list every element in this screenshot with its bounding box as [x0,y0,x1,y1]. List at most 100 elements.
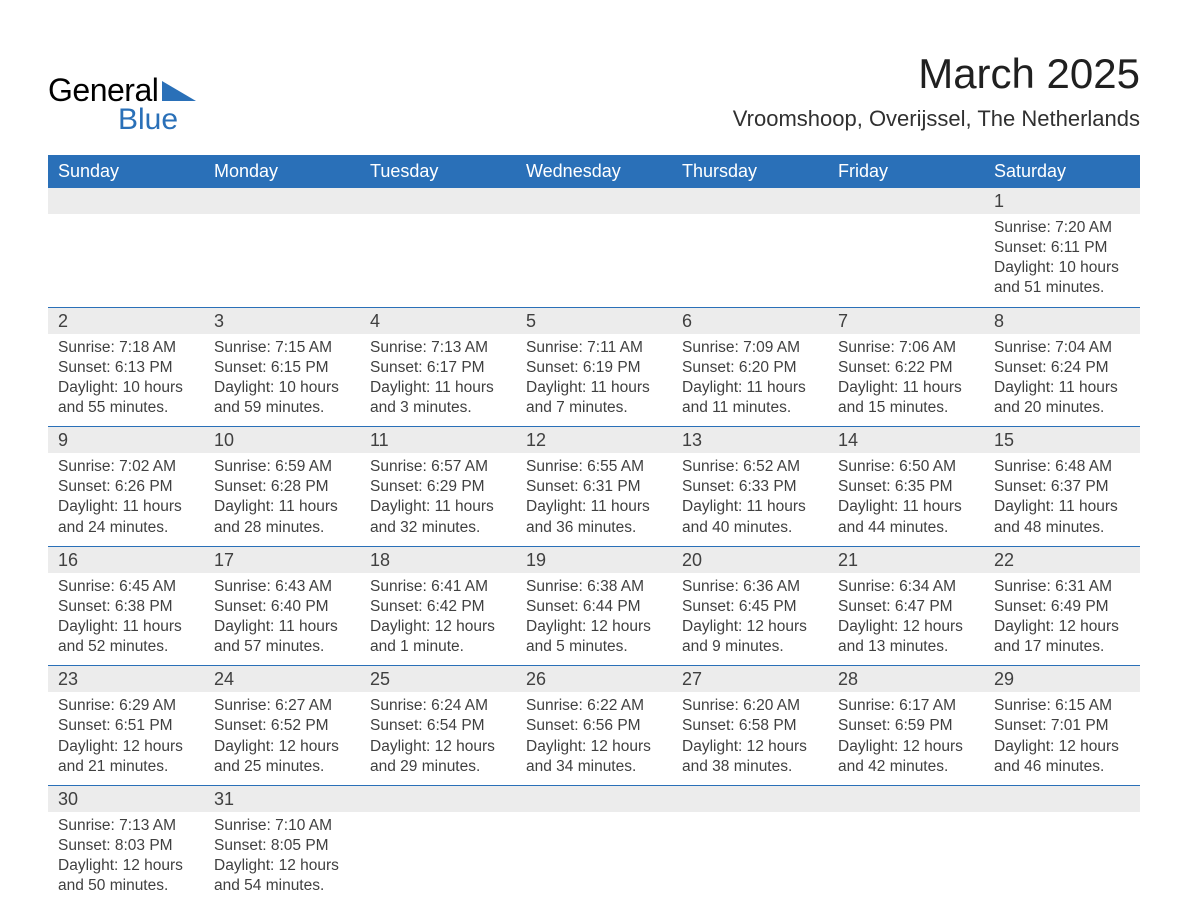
day-number-cell: 23 [48,666,204,693]
day-detail-cell [984,812,1140,905]
sunset-text: Sunset: 8:05 PM [214,836,350,856]
sunrise-text: Sunrise: 6:45 AM [58,577,194,597]
sunrise-text: Sunrise: 6:34 AM [838,577,974,597]
sunset-text: Sunset: 6:15 PM [214,358,350,378]
day-detail-cell: Sunrise: 7:06 AMSunset: 6:22 PMDaylight:… [828,334,984,427]
day-number-row: 9101112131415 [48,427,1140,454]
day-number-cell: 31 [204,785,360,812]
day-detail-cell [828,214,984,307]
daylight-text: Daylight: 12 hours [526,617,662,637]
day-number-cell: 21 [828,546,984,573]
day-number-cell: 25 [360,666,516,693]
daylight-text: and 32 minutes. [370,518,506,538]
weekday-header: Monday [204,155,360,188]
day-detail-cell: Sunrise: 7:02 AMSunset: 6:26 PMDaylight:… [48,453,204,546]
daylight-text: and 9 minutes. [682,637,818,657]
logo-triangle-icon [162,79,196,101]
day-detail-row: Sunrise: 7:20 AMSunset: 6:11 PMDaylight:… [48,214,1140,307]
sunrise-text: Sunrise: 7:11 AM [526,338,662,358]
daylight-text: Daylight: 12 hours [994,737,1130,757]
day-detail-cell: Sunrise: 6:38 AMSunset: 6:44 PMDaylight:… [516,573,672,666]
sunset-text: Sunset: 6:13 PM [58,358,194,378]
day-detail-row: Sunrise: 6:29 AMSunset: 6:51 PMDaylight:… [48,692,1140,785]
day-number-cell [828,188,984,214]
sunrise-text: Sunrise: 6:50 AM [838,457,974,477]
daylight-text: and 25 minutes. [214,757,350,777]
day-detail-cell [204,214,360,307]
sunrise-text: Sunrise: 6:27 AM [214,696,350,716]
day-detail-cell: Sunrise: 6:27 AMSunset: 6:52 PMDaylight:… [204,692,360,785]
weekday-header-row: Sunday Monday Tuesday Wednesday Thursday… [48,155,1140,188]
sunset-text: Sunset: 6:52 PM [214,716,350,736]
sunset-text: Sunset: 6:44 PM [526,597,662,617]
day-detail-cell [360,812,516,905]
daylight-text: and 44 minutes. [838,518,974,538]
day-detail-row: Sunrise: 6:45 AMSunset: 6:38 PMDaylight:… [48,573,1140,666]
sunset-text: Sunset: 6:42 PM [370,597,506,617]
day-number-cell: 14 [828,427,984,454]
daylight-text: Daylight: 12 hours [838,617,974,637]
day-number-cell: 16 [48,546,204,573]
daylight-text: and 21 minutes. [58,757,194,777]
sunrise-text: Sunrise: 7:13 AM [58,816,194,836]
day-detail-cell: Sunrise: 6:15 AMSunset: 7:01 PMDaylight:… [984,692,1140,785]
day-number-row: 16171819202122 [48,546,1140,573]
day-number-cell: 12 [516,427,672,454]
page-subtitle: Vroomshoop, Overijssel, The Netherlands [733,106,1140,132]
sunrise-text: Sunrise: 6:48 AM [994,457,1130,477]
sunrise-text: Sunrise: 7:15 AM [214,338,350,358]
calendar-table: Sunday Monday Tuesday Wednesday Thursday… [48,155,1140,904]
daylight-text: Daylight: 11 hours [214,497,350,517]
daylight-text: Daylight: 12 hours [838,737,974,757]
sunset-text: Sunset: 6:28 PM [214,477,350,497]
day-detail-cell: Sunrise: 6:20 AMSunset: 6:58 PMDaylight:… [672,692,828,785]
day-detail-cell [516,812,672,905]
day-number-cell: 30 [48,785,204,812]
sunrise-text: Sunrise: 6:31 AM [994,577,1130,597]
sunrise-text: Sunrise: 6:15 AM [994,696,1130,716]
sunrise-text: Sunrise: 6:24 AM [370,696,506,716]
daylight-text: Daylight: 11 hours [370,497,506,517]
daylight-text: and 38 minutes. [682,757,818,777]
day-detail-cell [516,214,672,307]
day-detail-cell: Sunrise: 6:43 AMSunset: 6:40 PMDaylight:… [204,573,360,666]
daylight-text: Daylight: 11 hours [838,378,974,398]
day-number-cell: 1 [984,188,1140,214]
daylight-text: and 28 minutes. [214,518,350,538]
sunrise-text: Sunrise: 6:36 AM [682,577,818,597]
daylight-text: and 36 minutes. [526,518,662,538]
day-number-cell: 27 [672,666,828,693]
day-number-cell: 19 [516,546,672,573]
daylight-text: and 50 minutes. [58,876,194,896]
day-number-cell [672,188,828,214]
day-detail-cell: Sunrise: 6:45 AMSunset: 6:38 PMDaylight:… [48,573,204,666]
daylight-text: and 3 minutes. [370,398,506,418]
day-number-cell: 18 [360,546,516,573]
day-number-cell: 29 [984,666,1140,693]
day-number-cell [828,785,984,812]
day-number-cell: 26 [516,666,672,693]
day-number-cell [516,785,672,812]
day-detail-cell: Sunrise: 7:11 AMSunset: 6:19 PMDaylight:… [516,334,672,427]
day-detail-cell [672,214,828,307]
daylight-text: Daylight: 11 hours [838,497,974,517]
daylight-text: Daylight: 11 hours [994,378,1130,398]
daylight-text: and 55 minutes. [58,398,194,418]
daylight-text: Daylight: 12 hours [58,856,194,876]
daylight-text: Daylight: 11 hours [682,497,818,517]
weekday-header: Sunday [48,155,204,188]
sunrise-text: Sunrise: 6:29 AM [58,696,194,716]
daylight-text: Daylight: 12 hours [214,856,350,876]
sunset-text: Sunset: 6:31 PM [526,477,662,497]
daylight-text: Daylight: 11 hours [58,497,194,517]
daylight-text: and 48 minutes. [994,518,1130,538]
day-detail-cell [48,214,204,307]
sunrise-text: Sunrise: 6:20 AM [682,696,818,716]
daylight-text: Daylight: 12 hours [370,617,506,637]
weekday-header: Tuesday [360,155,516,188]
daylight-text: Daylight: 12 hours [58,737,194,757]
sunset-text: Sunset: 7:01 PM [994,716,1130,736]
daylight-text: and 11 minutes. [682,398,818,418]
sunrise-text: Sunrise: 7:02 AM [58,457,194,477]
logo: General Blue [48,72,196,137]
